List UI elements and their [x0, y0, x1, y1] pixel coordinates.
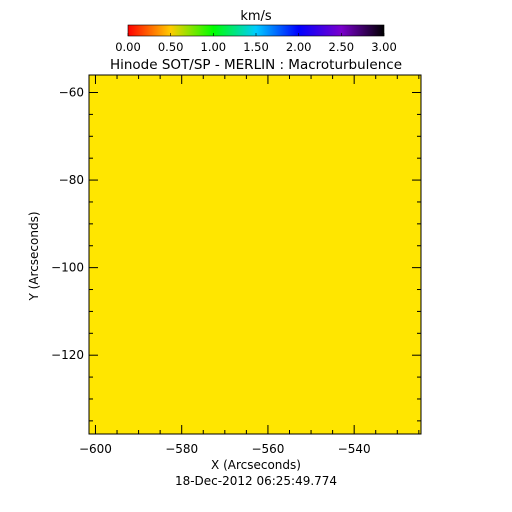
y-axis-ticks: −60 −80 −100 −120	[51, 86, 421, 422]
timestamp: 18-Dec-2012 06:25:49.774	[175, 474, 337, 488]
y-tick-label: −60	[59, 86, 84, 100]
x-tick-label: −600	[79, 442, 112, 456]
colorbar-tick-label: 0.00	[115, 40, 141, 54]
plot-frame	[88, 74, 422, 435]
x-tick-label: −580	[165, 442, 198, 456]
x-tick-label: −560	[251, 442, 284, 456]
y-tick-label: −80	[59, 173, 84, 187]
y-tick-label: −120	[51, 348, 84, 362]
y-axis-label: Y (Arcseconds)	[27, 211, 41, 301]
colorbar-tick-label: 1.50	[243, 40, 269, 54]
chart-title: Hinode SOT/SP - MERLIN : Macroturbulence	[110, 57, 402, 73]
y-tick-label: −100	[51, 261, 84, 275]
x-axis-ticks: −600 −580 −560 −540	[79, 75, 420, 456]
colorbar-tick-label: 3.00	[371, 40, 397, 54]
colorbar-tick-label: 0.50	[158, 40, 184, 54]
colorbar-ticks: 0.00 0.50 1.00 1.50 2.00 2.50 3.00	[115, 33, 397, 54]
colorbar-label: km/s	[240, 9, 272, 24]
colorbar-tick-label: 1.00	[201, 40, 227, 54]
x-axis-label: X (Arcseconds)	[211, 458, 301, 472]
colorbar-tick-label: 2.50	[329, 40, 355, 54]
x-tick-label: −540	[338, 442, 371, 456]
colorbar-tick-label: 2.00	[286, 40, 312, 54]
heatmap-field	[89, 75, 421, 434]
